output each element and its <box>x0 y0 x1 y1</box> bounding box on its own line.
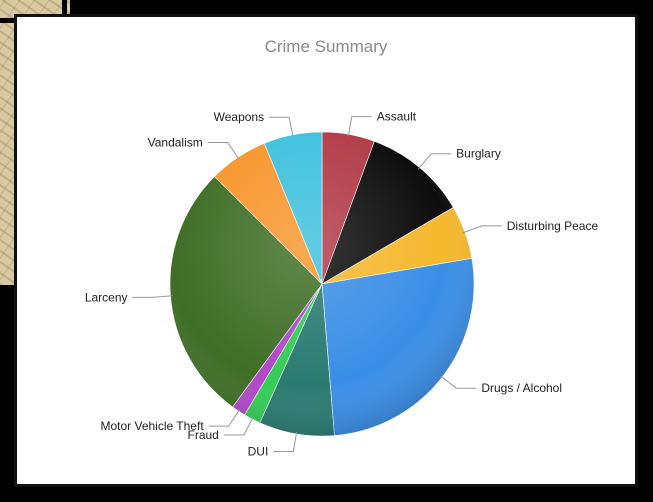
leader-line-motor-vehicle-theft <box>208 409 241 427</box>
slice-label-dui: DUI <box>248 445 269 459</box>
slice-label-weapons: Weapons <box>214 110 264 124</box>
slice-label-motor-vehicle-theft: Motor Vehicle Theft <box>100 419 204 433</box>
pie-chart: Assault Burglary Disturbing Peace Drugs / A… <box>85 110 599 459</box>
leader-line-fraud <box>223 416 254 436</box>
chart-panel: Crime Summary Assault Burglary Disturbing … <box>14 14 638 487</box>
leader-line-burglary <box>417 153 452 170</box>
leader-line-vandalism <box>207 142 240 160</box>
slice-label-drugs-alcohol: Drugs / Alcohol <box>481 381 562 395</box>
slice-label-disturbing-peace: Disturbing Peace <box>507 219 599 233</box>
slice-label-larceny: Larceny <box>85 290 128 304</box>
leader-line-assault <box>347 116 372 137</box>
slice-label-assault: Assault <box>377 110 417 124</box>
slice-label-burglary: Burglary <box>456 147 501 161</box>
leader-line-dui <box>273 431 298 453</box>
slice-label-fraud: Fraud <box>188 428 219 442</box>
pie-slice-drugs-alcohol <box>321 257 475 436</box>
leader-line-drugs-alcohol <box>440 375 477 389</box>
leader-line-weapons <box>269 116 294 137</box>
slice-label-vandalism: Vandalism <box>148 136 203 150</box>
chart-title: Crime Summary <box>264 37 388 56</box>
leader-line-disturbing-peace <box>462 225 502 234</box>
leader-line-larceny <box>132 295 173 298</box>
